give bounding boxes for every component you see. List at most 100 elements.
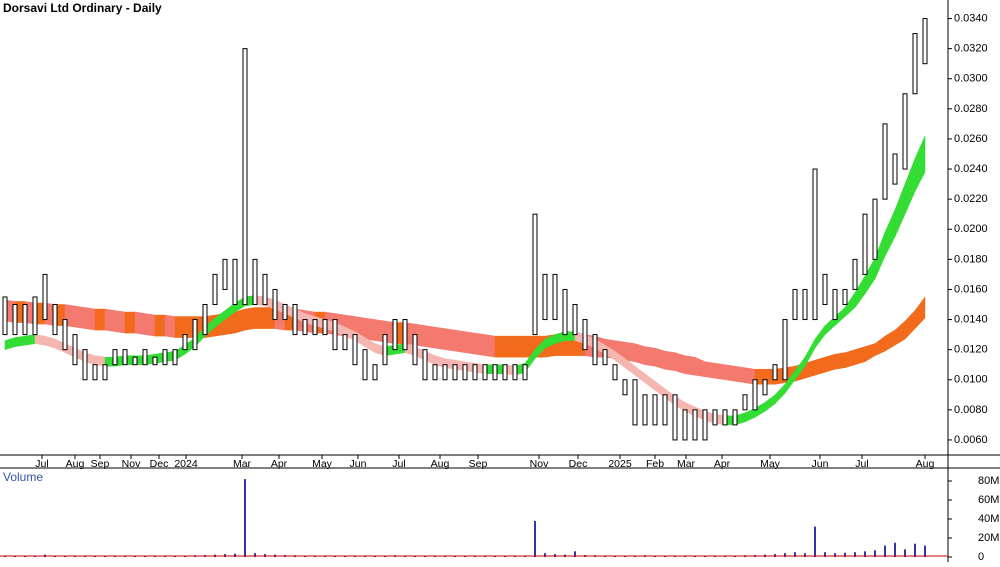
- price-bar: [332, 319, 338, 351]
- price-bar: [662, 394, 668, 426]
- price-bar: [112, 349, 118, 366]
- price-bar: [692, 409, 698, 441]
- price-bar: [882, 123, 888, 200]
- volume-bar: [374, 556, 376, 557]
- price-bar: [42, 273, 48, 321]
- volume-bar: [514, 556, 516, 557]
- volume-bar: [24, 556, 26, 557]
- volume-bar: [354, 556, 356, 557]
- ribbon-segment: [654, 347, 666, 370]
- volume-bar: [64, 556, 66, 557]
- y-tick-label: 0.0140: [954, 313, 988, 325]
- price-bar: [432, 364, 438, 381]
- x-tick-label: Sep: [91, 458, 110, 470]
- price-bar: [822, 273, 828, 305]
- price-bar: [802, 288, 808, 321]
- ribbon-segment: [834, 352, 846, 370]
- ribbon-segment: [94, 308, 106, 331]
- ribbon-segment: [494, 335, 506, 358]
- volume-bar: [134, 556, 136, 557]
- volume-bar: [844, 552, 846, 557]
- ribbon-segment: [514, 335, 526, 358]
- volume-bar: [464, 556, 466, 557]
- x-tick-label: Dec: [569, 458, 588, 470]
- price-bar: [602, 349, 608, 366]
- x-tick-label: Jul: [35, 458, 48, 470]
- ribbon-segment: [914, 296, 926, 330]
- price-bar: [562, 288, 568, 336]
- price-bar: [912, 33, 918, 95]
- volume-bar: [804, 553, 806, 557]
- ribbon-segment: [814, 356, 826, 376]
- price-bar: [22, 303, 28, 336]
- volume-bar: [574, 551, 576, 557]
- ribbon-segment: [434, 326, 446, 350]
- volume-bar: [164, 556, 166, 557]
- ribbon-segment: [114, 310, 126, 334]
- price-bar: [342, 334, 348, 351]
- ribbon-segment: [674, 352, 686, 375]
- volume-bar: [344, 556, 346, 557]
- x-tick-label: Jun: [350, 458, 367, 470]
- price-bar: [622, 379, 628, 396]
- x-tick-label: Sep: [469, 458, 488, 470]
- ribbon-segment: [74, 305, 86, 329]
- y-tick-label: 80M: [978, 475, 999, 487]
- y-tick-label: 0.0100: [954, 374, 988, 386]
- volume-bar: [124, 556, 126, 557]
- x-tick-label: May: [760, 458, 781, 470]
- ribbon-segment: [714, 362, 726, 381]
- price-bar: [582, 319, 588, 351]
- price-bar: [172, 349, 178, 366]
- ribbon-segment: [464, 331, 476, 355]
- price-bar: [412, 334, 418, 366]
- price-bar: [382, 334, 388, 366]
- price-bar: [102, 364, 108, 381]
- y-tick-label: 0.0200: [954, 223, 988, 235]
- ribbon-segment: [704, 361, 716, 379]
- volume-bar: [834, 553, 836, 557]
- chart-title: Dorsavi Ltd Ordinary - Daily: [3, 1, 162, 15]
- volume-bar: [94, 556, 96, 557]
- volume-bar: [864, 551, 866, 557]
- ribbon-segment: [624, 341, 636, 362]
- x-tick-label: Nov: [530, 458, 549, 470]
- ribbon-segment: [34, 334, 46, 346]
- x-tick-label: Mar: [233, 458, 252, 470]
- price-bar: [192, 319, 198, 351]
- price-bar: [772, 364, 778, 381]
- price-bar: [62, 319, 68, 351]
- price-bar: [222, 258, 228, 290]
- volume-bar: [114, 556, 116, 557]
- price-bar: [302, 319, 308, 336]
- ribbon-segment: [234, 308, 246, 334]
- price-bar: [482, 364, 488, 381]
- volume-bar: [854, 552, 856, 557]
- x-tick-label: Dec: [150, 458, 169, 470]
- price-bar: [672, 394, 678, 441]
- price-bar: [892, 153, 898, 185]
- volume-bar: [884, 545, 886, 557]
- price-bar: [612, 364, 618, 381]
- y-tick-label: 0.0060: [954, 434, 988, 446]
- x-tick-label: Apr: [714, 458, 731, 470]
- price-bar: [92, 364, 98, 381]
- price-bar: [362, 349, 368, 381]
- x-tick-label: Aug: [916, 458, 935, 470]
- ribbon-segment: [734, 365, 746, 384]
- volume-bar: [254, 553, 256, 557]
- price-bar: [842, 288, 848, 305]
- ribbon-segment: [244, 307, 256, 331]
- price-bar: [52, 303, 58, 336]
- ribbon-segment: [84, 307, 96, 331]
- volume-bar: [434, 556, 436, 557]
- ribbon-segment: [24, 334, 36, 346]
- volume-bar: [814, 526, 816, 557]
- ribbon-segment: [14, 335, 26, 347]
- price-bar: [2, 296, 8, 336]
- y-tick-label: 0.0220: [954, 193, 988, 205]
- price-bar: [422, 349, 428, 381]
- price-bar: [502, 364, 508, 381]
- ribbon-segment: [254, 307, 266, 329]
